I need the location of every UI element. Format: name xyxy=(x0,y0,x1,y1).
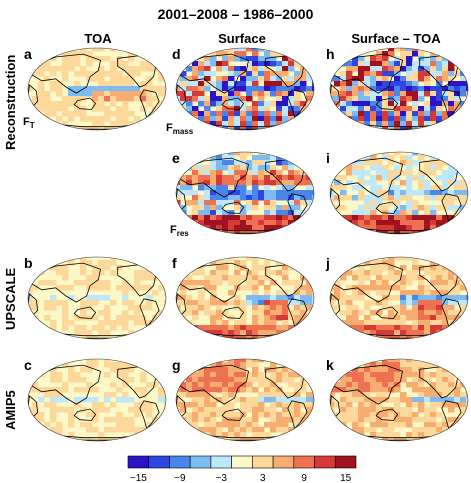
flux-label-ft: FT xyxy=(23,116,35,131)
panel-i: i xyxy=(326,150,470,236)
colorbar-swatch xyxy=(231,455,253,469)
row-label-reconstruction: Reconstruction xyxy=(3,54,18,150)
column-header-surface-minus-toa: Surface – TOA xyxy=(351,31,441,46)
colorbar-tick-label: −9 xyxy=(174,473,186,483)
map-plot xyxy=(175,151,315,235)
panel-d: d xyxy=(172,46,316,132)
panel-e: e xyxy=(172,150,316,236)
colorbar-swatch xyxy=(210,455,232,469)
panel-h: h xyxy=(326,46,470,132)
panel-letter-d: d xyxy=(172,46,181,62)
panel-letter-k: k xyxy=(326,357,334,373)
colorbar-swatch xyxy=(252,455,274,469)
colorbar: −15 −9 −3 3 9 15 xyxy=(127,455,357,483)
colorbar-tick-label: 3 xyxy=(260,473,266,483)
colorbar-tick-label: −3 xyxy=(216,473,228,483)
panel-a: a xyxy=(24,46,168,132)
colorbar-swatch xyxy=(272,455,295,469)
map-plot xyxy=(329,151,469,235)
colorbar-swatch xyxy=(293,455,315,469)
map-plot xyxy=(175,358,315,442)
panel-letter-f: f xyxy=(172,255,177,271)
map-plot xyxy=(27,47,167,131)
colorbar-swatch xyxy=(314,455,336,469)
panel-letter-b: b xyxy=(24,255,33,271)
panel-letter-j: j xyxy=(326,255,330,271)
row-label-amip5: AMIP5 xyxy=(3,390,18,430)
colorbar-swatch xyxy=(148,455,170,469)
map-plot xyxy=(175,47,315,131)
flux-label-fres: Fres xyxy=(170,224,189,239)
map-plot xyxy=(27,358,167,442)
column-header-toa: TOA xyxy=(84,31,112,46)
map-plot xyxy=(329,47,469,131)
colorbar-tick-label: 15 xyxy=(340,473,352,483)
colorbar-swatch xyxy=(127,455,150,469)
panel-c: c xyxy=(24,357,168,443)
panel-letter-c: c xyxy=(24,357,32,373)
panel-j: j xyxy=(326,255,470,341)
panel-letter-h: h xyxy=(326,46,335,62)
panel-f: f xyxy=(172,255,316,341)
figure-title: 2001–2008 – 1986–2000 xyxy=(157,6,314,22)
panel-letter-g: g xyxy=(172,357,181,373)
colorbar-swatch xyxy=(334,455,357,469)
map-plot xyxy=(329,256,469,340)
map-plot xyxy=(329,358,469,442)
row-label-upscale: UPSCALE xyxy=(3,267,18,330)
colorbar-swatch xyxy=(189,455,212,469)
colorbar-swatch xyxy=(169,455,191,469)
panel-g: g xyxy=(172,357,316,443)
panel-b: b xyxy=(24,255,168,341)
map-plot xyxy=(27,256,167,340)
colorbar-tick-label: −15 xyxy=(130,473,147,483)
flux-label-fmass: Fmass xyxy=(166,122,194,137)
map-plot xyxy=(175,256,315,340)
panel-letter-e: e xyxy=(172,150,180,166)
panel-letter-i: i xyxy=(326,150,330,166)
colorbar-tick-label: 9 xyxy=(301,473,307,483)
panel-letter-a: a xyxy=(24,46,32,62)
panel-k: k xyxy=(326,357,470,443)
column-header-surface: Surface xyxy=(218,31,266,46)
